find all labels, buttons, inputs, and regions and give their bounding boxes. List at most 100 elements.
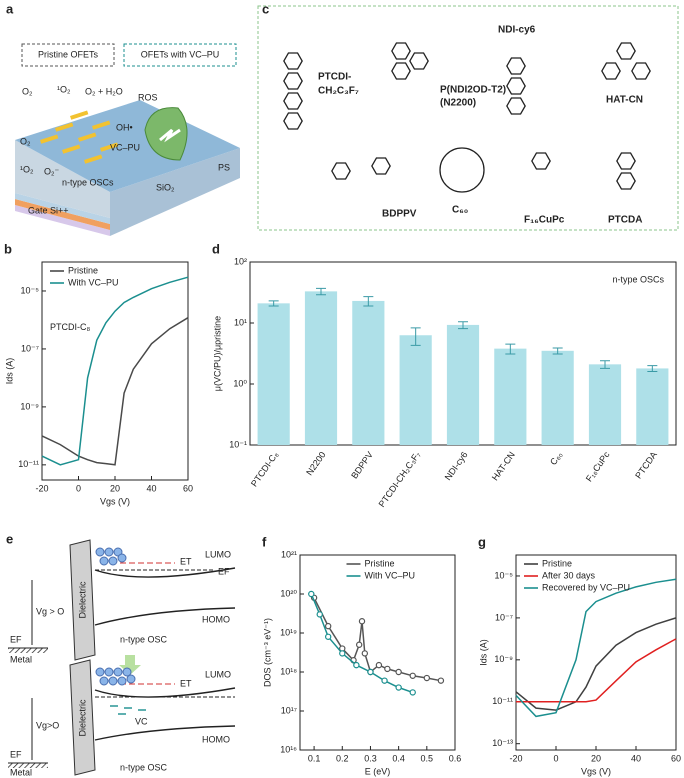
- molecule-name: BDPPV: [382, 209, 417, 220]
- marker: [409, 689, 416, 696]
- x-tick-label: 0: [76, 483, 81, 493]
- band-label: EF: [10, 634, 22, 644]
- series-line: [515, 578, 677, 718]
- panel-c: c PTCDI- CH₂C₃F₇ P(NDI2OD-T2) (N2200) ND…: [257, 1, 679, 231]
- band-label: Vg > O: [36, 606, 64, 616]
- x-tick-label: PTCDI-C₈: [249, 450, 280, 489]
- y-axis-label: Ids (A): [4, 358, 14, 385]
- y-tick-label: 10¹⁸: [280, 666, 297, 676]
- y-tick-label: 10⁻¹¹: [492, 696, 513, 706]
- callout-text: OFETs with VC–PU: [141, 49, 220, 59]
- band-label: HOMO: [202, 734, 230, 744]
- panel-e: e LUMO ET EF Dielectric Vg > O EF Metal …: [6, 531, 236, 777]
- y-tick-label: 10⁻⁹: [494, 654, 513, 664]
- electrodes: [40, 110, 119, 164]
- legend-label: With VC–PU: [68, 277, 119, 287]
- marker: [324, 622, 332, 630]
- front-face: [15, 140, 110, 218]
- band-label: EF: [218, 566, 230, 576]
- marker: [384, 665, 391, 673]
- side-face: [110, 148, 240, 236]
- x-tick-label: 40: [631, 753, 641, 763]
- marker: [308, 590, 315, 598]
- marker: [316, 611, 323, 618]
- callout-text: Pristine OFETs: [38, 49, 99, 59]
- marker: [395, 668, 402, 676]
- y-tick-label: 10⁻⁷: [495, 612, 513, 622]
- molecule-name: HAT-CN: [606, 95, 643, 106]
- band-label: n-type OSC: [120, 634, 168, 644]
- x-tick-label: -20: [35, 483, 48, 493]
- legend-label: After 30 days: [542, 570, 596, 580]
- bar: [257, 303, 290, 445]
- layer-label: n-type OSCs: [62, 177, 114, 187]
- panel-label: d: [212, 241, 220, 256]
- species: O₂⁻: [44, 166, 59, 176]
- x-tick-label: PTCDI-CH₂C₃F₇: [377, 450, 423, 509]
- marker: [358, 618, 366, 625]
- molecule-name: PTCDI-: [318, 72, 351, 83]
- y-axis-label: Ids (A): [478, 639, 488, 666]
- frame: [257, 5, 679, 231]
- x-tick-label: 20: [591, 753, 601, 763]
- annotation: n-type OSCs: [612, 274, 664, 284]
- callout: [123, 43, 237, 67]
- series-line: [313, 597, 442, 682]
- molecule-name: PTCDA: [608, 215, 642, 226]
- band-label: EF: [10, 749, 22, 759]
- marker: [395, 684, 402, 691]
- molecule-name: C₆₀: [452, 205, 468, 216]
- bar: [588, 364, 622, 445]
- marker: [381, 677, 388, 684]
- band-label: Vg>O: [36, 720, 59, 730]
- x-tick-label: 60: [183, 483, 193, 493]
- panel-label: e: [6, 531, 13, 546]
- ps-layer: [15, 193, 110, 224]
- panel-label: b: [4, 241, 12, 256]
- band-label: ET: [180, 556, 192, 566]
- y-tick-label: 10¹⁷: [281, 705, 297, 715]
- marker: [339, 650, 346, 657]
- band-label: ET: [180, 678, 192, 688]
- y-tick-label: 10⁻¹: [229, 439, 247, 449]
- x-tick-label: 20: [110, 483, 120, 493]
- marker: [409, 672, 416, 679]
- band-diagram: [8, 539, 236, 675]
- series-line: [41, 317, 189, 466]
- x-axis-label: E (eV): [365, 766, 391, 776]
- error-bar: [410, 327, 421, 346]
- species: ROS: [138, 92, 158, 102]
- y-tick-label: 10⁻¹³: [492, 738, 513, 748]
- x-tick-label: 0.5: [421, 753, 434, 763]
- x-axis-label: Vgs (V): [581, 766, 611, 776]
- legend-label: Recovered by VC–PU: [542, 582, 630, 592]
- bar: [541, 350, 574, 445]
- bar: [636, 368, 669, 445]
- legend-label: Pristine: [68, 265, 98, 275]
- y-tick-label: 10²: [234, 256, 247, 266]
- band-label: HOMO: [202, 614, 230, 624]
- molecule-name: F₁₆CuPc: [524, 215, 565, 226]
- bar: [446, 324, 480, 445]
- series-line: [515, 617, 677, 711]
- band-label: Metal: [10, 767, 32, 777]
- callout: [21, 43, 115, 67]
- layer-label: PS: [218, 162, 230, 172]
- y-tick-label: 10⁻⁵: [495, 570, 514, 580]
- y-tick-label: 10¹⁶: [280, 744, 297, 754]
- x-tick-label: 0.3: [364, 753, 377, 763]
- series-line: [516, 638, 677, 703]
- y-tick-label: 10¹⁹: [280, 627, 297, 637]
- band-diagram: [8, 659, 236, 776]
- y-tick-label: 10⁻⁹: [20, 401, 39, 411]
- bar: [494, 348, 527, 445]
- error-bar: [458, 321, 468, 330]
- marker: [324, 633, 332, 640]
- error-bar: [647, 365, 658, 373]
- band-label: Dielectric: [77, 699, 87, 737]
- y-tick-label: 10⁻⁵: [21, 285, 40, 295]
- marker: [353, 661, 360, 669]
- x-tick-label: 0.4: [392, 753, 405, 763]
- species: ¹O₂: [20, 164, 34, 174]
